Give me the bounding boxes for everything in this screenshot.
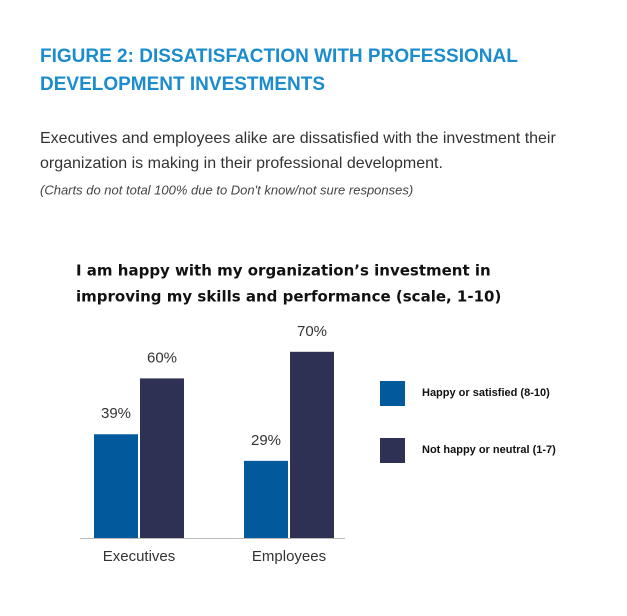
- figure-title: FIGURE 2: DISSATISFACTION WITH PROFESSIO…: [40, 46, 518, 67]
- figure-title: DEVELOPMENT INVESTMENTS: [40, 74, 325, 95]
- intro-text: organization is making in their professi…: [40, 155, 443, 172]
- value-label: 29%: [251, 432, 281, 449]
- chart-title: improving my skills and performance (sca…: [76, 288, 501, 306]
- value-label: 60%: [147, 349, 177, 366]
- bar: [140, 378, 184, 538]
- bar: [94, 434, 138, 538]
- bar: [244, 460, 288, 538]
- legend-label: Not happy or neutral (1-7): [422, 444, 556, 456]
- bar: [290, 351, 334, 538]
- note: (Charts do not total 100% due to Don't k…: [40, 182, 413, 197]
- value-label: 39%: [101, 405, 131, 422]
- category-label: Executives: [103, 548, 176, 565]
- chart-title: I am happy with my organization’s invest…: [76, 262, 491, 280]
- legend-label: Happy or satisfied (8-10): [422, 387, 550, 399]
- legend-swatch: [380, 381, 405, 406]
- legend-swatch: [380, 438, 405, 463]
- intro-text: Executives and employees alike are dissa…: [40, 130, 556, 147]
- value-label: 70%: [297, 323, 327, 340]
- category-label: Employees: [252, 548, 326, 565]
